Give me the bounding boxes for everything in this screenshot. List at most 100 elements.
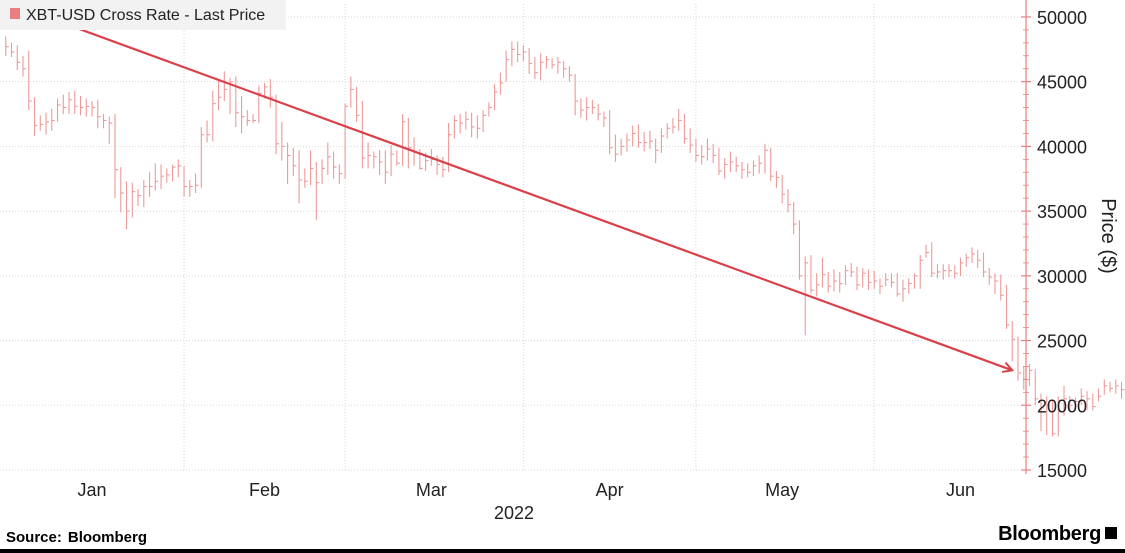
price-bar bbox=[971, 247, 975, 263]
price-bar bbox=[540, 53, 544, 81]
price-bar bbox=[931, 242, 935, 278]
price-bar bbox=[816, 273, 820, 297]
y-tick-label: 15000 bbox=[1037, 461, 1087, 481]
x-tick-label: May bbox=[765, 480, 799, 500]
price-bar bbox=[701, 145, 705, 165]
price-bar bbox=[62, 94, 67, 115]
price-bar bbox=[436, 155, 441, 175]
price-bar bbox=[453, 115, 458, 139]
source-value: Bloomberg bbox=[67, 529, 148, 546]
price-bar bbox=[137, 189, 142, 206]
price-bar bbox=[821, 257, 826, 288]
price-bar bbox=[79, 95, 84, 116]
price-bar bbox=[321, 159, 326, 184]
footer-rule bbox=[0, 549, 1125, 553]
price-bar bbox=[563, 60, 567, 78]
price-bar bbox=[764, 143, 768, 174]
price-bar bbox=[752, 160, 757, 177]
price-bar bbox=[942, 264, 947, 280]
x-tick-label: Mar bbox=[416, 480, 447, 500]
price-bar bbox=[775, 170, 780, 188]
price-bar bbox=[609, 110, 613, 155]
price-bar bbox=[45, 112, 50, 135]
trend-arrow bbox=[28, 9, 1012, 370]
price-bar bbox=[22, 55, 27, 77]
price-bar bbox=[287, 142, 291, 184]
price-bar bbox=[873, 270, 878, 289]
price-bar bbox=[1046, 396, 1050, 436]
price-bar bbox=[977, 249, 981, 269]
x-tick-label: Apr bbox=[596, 480, 624, 500]
price-bar bbox=[689, 128, 694, 153]
price-bar bbox=[919, 255, 924, 289]
price-bar bbox=[252, 114, 257, 124]
price-bar bbox=[597, 103, 602, 121]
price-bar bbox=[545, 55, 550, 69]
price-bar bbox=[850, 262, 855, 278]
price-bar bbox=[223, 71, 228, 102]
price-bar bbox=[718, 147, 722, 175]
price-bar bbox=[97, 99, 101, 129]
price-bar bbox=[281, 121, 285, 161]
price-bar bbox=[1011, 321, 1016, 362]
x-axis-title: 2022 bbox=[494, 503, 534, 523]
price-bar bbox=[177, 159, 182, 178]
legend: XBT-USD Cross Rate - Last Price bbox=[0, 0, 286, 30]
y-tick-label: 45000 bbox=[1037, 73, 1087, 93]
price-bar bbox=[678, 108, 682, 131]
price-bar bbox=[206, 120, 211, 143]
price-bar bbox=[189, 180, 193, 197]
price-bar bbox=[344, 103, 349, 179]
y-axis-ticks: 15000 20000 25000 30000 35000 40000 45000 50000 bbox=[1021, 8, 1087, 481]
price-bar bbox=[626, 133, 630, 152]
price-bar bbox=[476, 115, 481, 139]
price-bar bbox=[1028, 363, 1033, 386]
price-bar bbox=[465, 111, 469, 130]
x-tick-label: Feb bbox=[249, 480, 280, 500]
price-bar bbox=[982, 252, 987, 278]
price-bar bbox=[39, 115, 44, 131]
price-bar bbox=[1017, 336, 1021, 381]
y-tick-label: 25000 bbox=[1037, 332, 1087, 352]
y-tick-label: 20000 bbox=[1037, 396, 1087, 416]
price-bar bbox=[108, 116, 113, 144]
price-bar bbox=[379, 150, 383, 175]
y-tick-label: 35000 bbox=[1037, 202, 1087, 222]
price-bar bbox=[200, 126, 205, 188]
price-bar bbox=[125, 181, 130, 230]
price-bar bbox=[885, 273, 889, 287]
price-bar bbox=[913, 273, 918, 289]
price-bar bbox=[833, 269, 837, 292]
price-bar bbox=[724, 158, 728, 179]
price-bar bbox=[528, 48, 533, 74]
y-axis-title: Price ($) bbox=[1097, 198, 1119, 274]
legend-label: XBT-USD Cross Rate - Last Price bbox=[26, 7, 265, 24]
price-bar bbox=[419, 148, 423, 170]
price-bar bbox=[620, 138, 625, 156]
price-bar bbox=[333, 151, 337, 179]
price-bar bbox=[1092, 393, 1096, 411]
price-bar bbox=[787, 189, 791, 213]
price-bar bbox=[712, 143, 717, 164]
price-bar bbox=[91, 101, 96, 117]
price-bar bbox=[356, 86, 360, 122]
price-bar bbox=[1109, 381, 1114, 393]
price-bar bbox=[1120, 381, 1125, 399]
price-bar bbox=[1074, 397, 1079, 411]
price-bar bbox=[390, 145, 395, 177]
price-bar bbox=[902, 279, 906, 302]
price-bar bbox=[729, 151, 734, 173]
price-bar bbox=[637, 124, 642, 148]
price-bar bbox=[10, 42, 15, 58]
brand-name: Bloomberg bbox=[998, 523, 1101, 545]
price-bar bbox=[959, 257, 964, 276]
price-bar bbox=[844, 265, 849, 285]
price-bar bbox=[310, 150, 314, 186]
price-bar bbox=[954, 265, 958, 279]
price-bar bbox=[499, 72, 504, 95]
price-bar bbox=[1005, 284, 1010, 329]
price-bar bbox=[361, 101, 366, 169]
price-bar bbox=[402, 114, 406, 166]
price-bar bbox=[741, 161, 745, 179]
price-bar bbox=[218, 79, 222, 111]
